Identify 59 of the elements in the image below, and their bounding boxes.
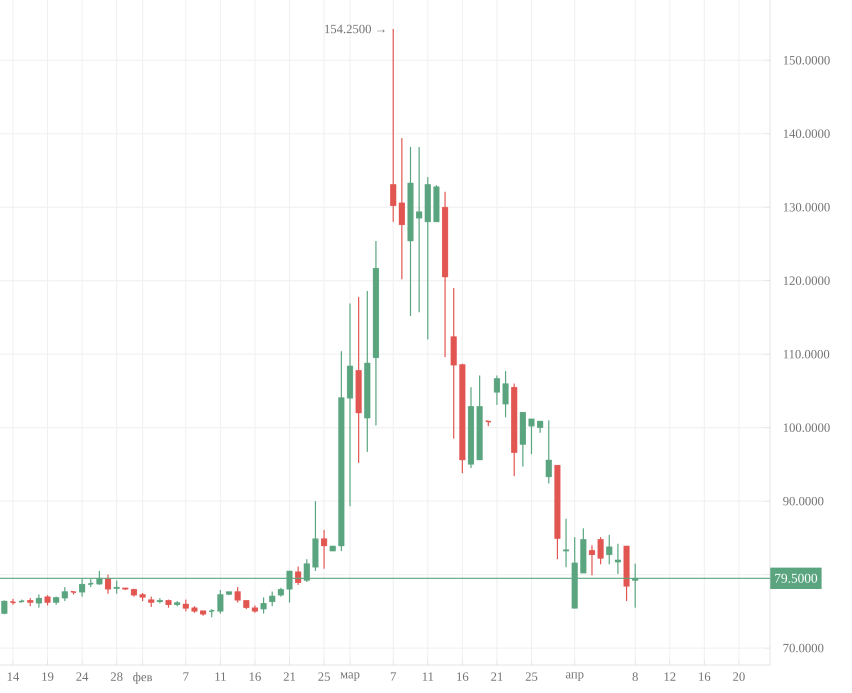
x-tick-label: 25 — [318, 672, 330, 681]
x-tick-label: 14 — [8, 672, 20, 681]
candlestick — [484, 420, 492, 427]
candlestick — [398, 138, 405, 280]
x-tick-label: 28 — [110, 672, 123, 681]
x-tick-label: 16 — [699, 672, 710, 681]
candlestick — [546, 420, 552, 484]
candlestick — [44, 594, 51, 606]
candlestick — [606, 534, 612, 565]
x-tick-label: 12 — [664, 672, 676, 681]
x-tick-label: 8 — [632, 672, 638, 681]
x-tick-label: 16 — [250, 672, 261, 681]
candlestick — [614, 543, 621, 574]
x-tick-label: 7 — [390, 672, 396, 681]
candlestick — [416, 146, 422, 313]
x-tick-label: 20 — [733, 672, 745, 681]
y-tick-label: 70.0000 — [784, 644, 824, 652]
candlestick — [1, 600, 8, 615]
x-tick-label: 11 — [422, 672, 434, 681]
candlestick — [537, 420, 544, 434]
y-tick-label: 90.0000 — [783, 496, 824, 506]
candlestick — [563, 518, 570, 568]
candlestick — [588, 544, 596, 576]
y-tick-label: 110.0000 — [784, 350, 830, 358]
candlestick — [390, 28, 396, 223]
x-tick-label: мар — [340, 672, 360, 682]
candlestick — [321, 529, 328, 570]
candlestick — [528, 418, 535, 455]
x-tick-label: 11 — [215, 672, 226, 681]
x-tick-label: 21 — [284, 672, 296, 681]
candlestick — [208, 608, 216, 618]
x-tick-label: 21 — [491, 672, 503, 681]
candlestick — [182, 599, 189, 612]
x-tick-label: 19 — [42, 672, 54, 681]
ref-line-label: 79.5000 — [775, 574, 818, 583]
annotation: 154.2500 → — [325, 24, 385, 34]
y-tick-label: 150.0000 — [784, 56, 830, 65]
candlestick — [295, 566, 302, 586]
candlestick — [62, 586, 68, 602]
x-tick-label: апр — [566, 672, 584, 682]
candlestick — [269, 590, 276, 607]
x-tick-label: фев — [133, 672, 152, 684]
candlestick — [217, 589, 224, 614]
x-tick-label: 25 — [526, 672, 538, 681]
candlestick — [104, 574, 112, 594]
candlestick — [260, 596, 267, 614]
candlestick — [36, 594, 42, 608]
candlestick — [148, 596, 154, 608]
candlestick — [234, 586, 241, 604]
y-tick-label: 100.0000 — [784, 423, 830, 432]
y-tick-label: 120.0000 — [784, 276, 830, 286]
candlestick — [502, 370, 509, 418]
candlestick — [494, 374, 500, 406]
candlestick — [598, 536, 604, 565]
x-tick-label: 16 — [457, 672, 468, 681]
x-tick-label: 7 — [183, 672, 189, 681]
x-tick-label: 24 — [76, 672, 88, 681]
y-tick-label: 130.0000 — [784, 202, 830, 212]
y-tick-label: 140.0000 — [784, 129, 830, 138]
